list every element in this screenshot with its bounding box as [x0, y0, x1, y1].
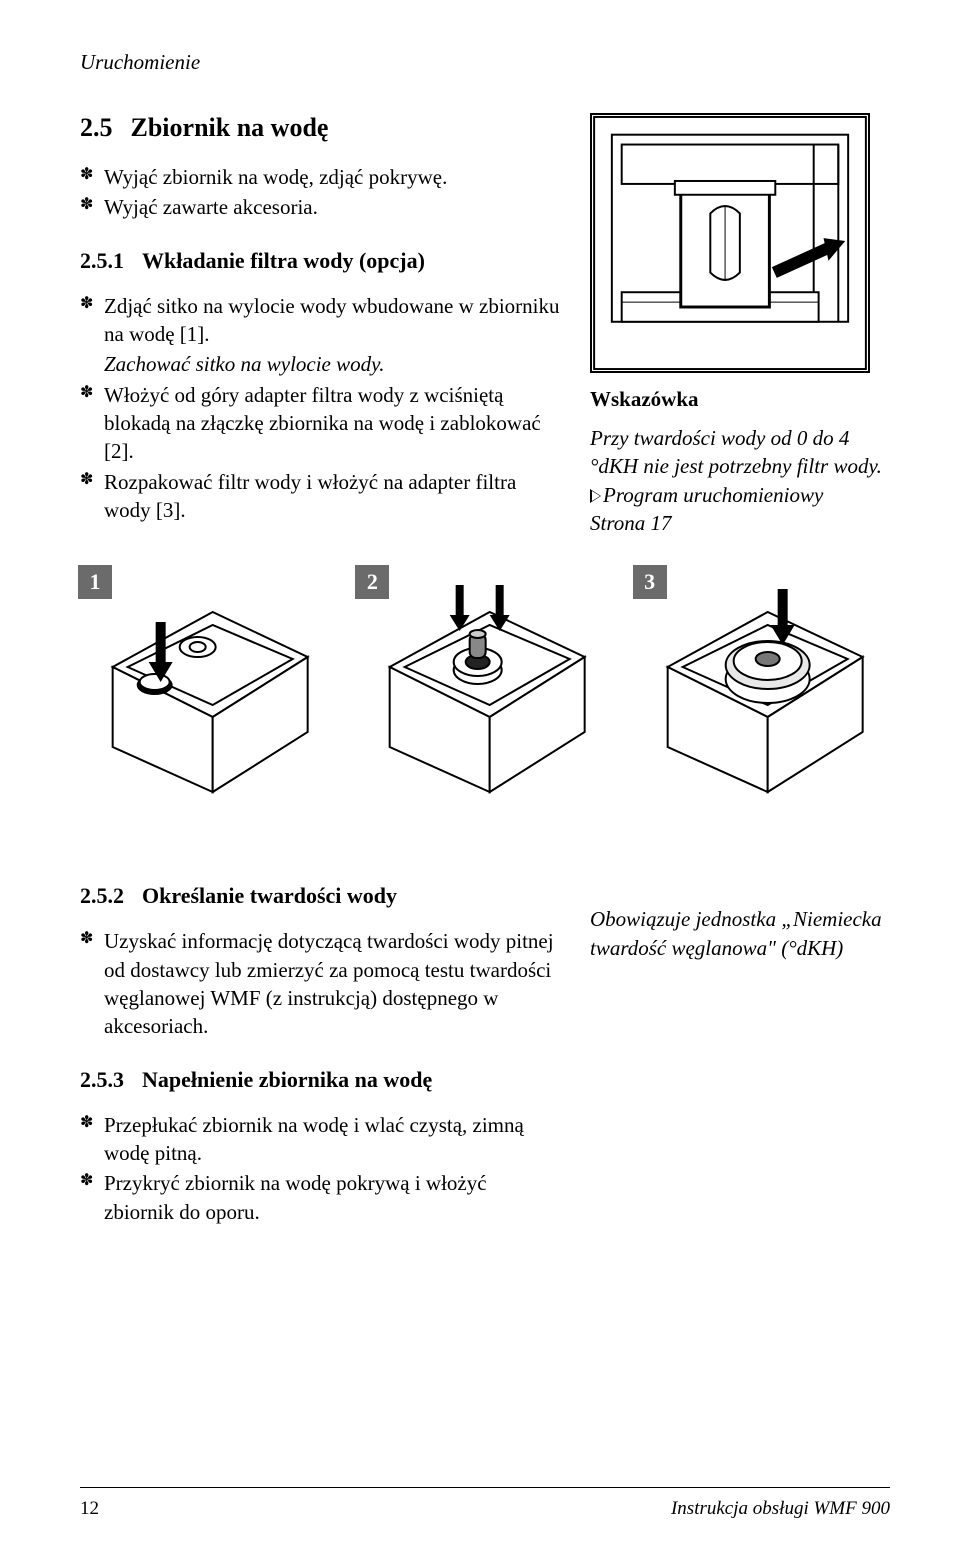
illustration-machine	[590, 113, 870, 373]
left-column: 2.5 Zbiornik na wodę Wyjąć zbiornik na w…	[80, 113, 560, 537]
hint-title: Wskazówka	[590, 387, 890, 412]
section-number: 2.5.1	[80, 248, 124, 274]
page-footer: 12 Instrukcja obsługi WMF 900	[80, 1487, 890, 1520]
section-2-5-3-title: 2.5.3 Napełnienie zbiornika na wodę	[80, 1067, 560, 1093]
hint-line-2b: Strona 17	[590, 511, 671, 535]
main-content-row: 2.5 Zbiornik na wodę Wyjąć zbiornik na w…	[80, 113, 890, 537]
illustration-step-1	[80, 567, 335, 797]
right-column: Wskazówka Przy twardości wody od 0 do 4 …	[590, 113, 890, 537]
list-item: Wyjąć zawarte akcesoria.	[80, 193, 560, 221]
list-item: Uzyskać informację dotyczącą twardości w…	[80, 927, 560, 1040]
illustration-badge: 1	[78, 565, 112, 599]
illustration-step-2	[357, 567, 612, 797]
section-number: 2.5.3	[80, 1067, 124, 1093]
section-heading: Zbiornik na wodę	[131, 113, 329, 143]
hint-line-1: Przy twardości wody od 0 do 4 °dKH nie j…	[590, 426, 882, 478]
lower-left-column: 2.5.2 Określanie twardości wody Uzyskać …	[80, 857, 560, 1228]
header-section-title: Uruchomienie	[80, 50, 890, 75]
illustration-row: 1	[80, 567, 890, 797]
footer-doc-title: Instrukcja obsługi WMF 900	[671, 1498, 890, 1520]
bullet-list-2-5-1: Zdjąć sitko na wylocie wody wbudowane w …	[80, 292, 560, 349]
side-note-252: Obowiązuje jednostka „Niemiecka twardość…	[590, 905, 890, 962]
illustration-cell-3: 3	[635, 567, 890, 797]
hint-box: Wskazówka Przy twardości wody od 0 do 4 …	[590, 387, 890, 537]
hint-line-2a: Program uruchomieniowy	[603, 483, 823, 507]
bullet-list-2-5: Wyjąć zbiornik na wodę, zdjąć pokrywę. W…	[80, 163, 560, 222]
illustration-cell-1: 1	[80, 567, 335, 797]
section-2-5-title: 2.5 Zbiornik na wodę	[80, 113, 560, 143]
lower-section: 2.5.2 Określanie twardości wody Uzyskać …	[80, 857, 890, 1228]
triangle-icon	[590, 489, 601, 503]
list-item: Zdjąć sitko na wylocie wody wbudowane w …	[80, 292, 560, 349]
list-item: Przepłukać zbiornik na wodę i wlać czyst…	[80, 1111, 560, 1168]
page-number: 12	[80, 1498, 99, 1520]
list-item: Przykryć zbiornik na wodę pokrywą i włoż…	[80, 1169, 560, 1226]
section-2-5-1-title: 2.5.1 Wkładanie filtra wody (opcja)	[80, 248, 560, 274]
section-2-5-2-title: 2.5.2 Określanie twardości wody	[80, 883, 560, 909]
lower-right-column: Obowiązuje jednostka „Niemiecka twardość…	[590, 857, 890, 1228]
italic-note: Zachować sitko na wylocie wody.	[80, 350, 560, 378]
illustration-badge: 3	[633, 565, 667, 599]
section-heading: Określanie twardości wody	[142, 883, 397, 909]
list-item: Włożyć od góry adapter filtra wody z wci…	[80, 381, 560, 466]
bullet-list-2-5-3: Przepłukać zbiornik na wodę i wlać czyst…	[80, 1111, 560, 1226]
list-item: Rozpakować filtr wody i włożyć na adapte…	[80, 468, 560, 525]
list-item: Wyjąć zbiornik na wodę, zdjąć pokrywę.	[80, 163, 560, 191]
bullet-list-2-5-2: Uzyskać informację dotyczącą twardości w…	[80, 927, 560, 1040]
bullet-list-2-5-1b: Włożyć od góry adapter filtra wody z wci…	[80, 381, 560, 525]
section-number: 2.5.2	[80, 883, 124, 909]
illustration-badge: 2	[355, 565, 389, 599]
hint-text: Przy twardości wody od 0 do 4 °dKH nie j…	[590, 424, 890, 537]
section-number: 2.5	[80, 113, 113, 143]
illustration-step-3	[635, 567, 890, 797]
illustration-cell-2: 2	[357, 567, 612, 797]
section-heading: Wkładanie filtra wody (opcja)	[142, 248, 425, 274]
section-heading: Napełnienie zbiornika na wodę	[142, 1067, 432, 1093]
